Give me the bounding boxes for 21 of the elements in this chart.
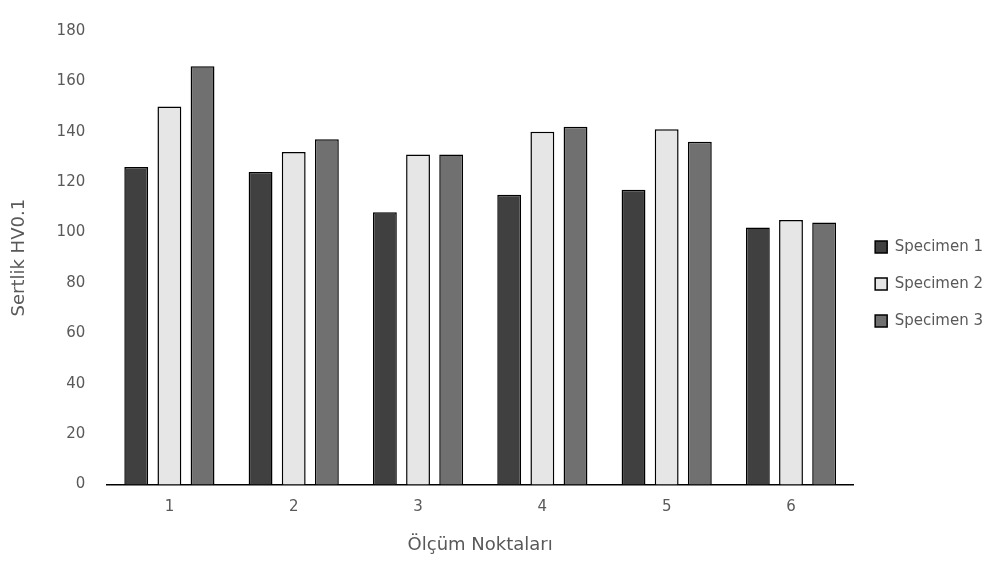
x-tick-label: 2 — [288, 497, 299, 516]
x-tick-label: 5 — [661, 497, 672, 516]
y-tick-label: 40 — [66, 373, 86, 392]
x-tick-label: 4 — [537, 497, 548, 516]
x-axis-title: Ölçüm Noktaları — [407, 532, 553, 554]
y-tick-label: 60 — [66, 323, 86, 342]
legend-label: Specimen 3 — [894, 310, 984, 329]
legend-label: Specimen 2 — [894, 273, 984, 292]
y-tick-label: 0 — [75, 474, 86, 493]
legend-label: Specimen 1 — [894, 236, 984, 255]
x-tick-label: 1 — [164, 497, 175, 516]
y-tick-label: 100 — [56, 222, 86, 241]
y-tick-label: 180 — [56, 20, 86, 39]
y-axis-title: Sertlik HV0.1 — [7, 198, 29, 317]
y-tick-label: 140 — [56, 121, 86, 140]
x-tick-label: 6 — [786, 497, 796, 516]
y-tick-label: 160 — [56, 71, 86, 90]
x-tick-label: 3 — [413, 497, 423, 516]
y-tick-label: 120 — [56, 172, 86, 191]
y-tick-label: 20 — [66, 423, 86, 442]
y-tick-label: 80 — [66, 272, 86, 291]
